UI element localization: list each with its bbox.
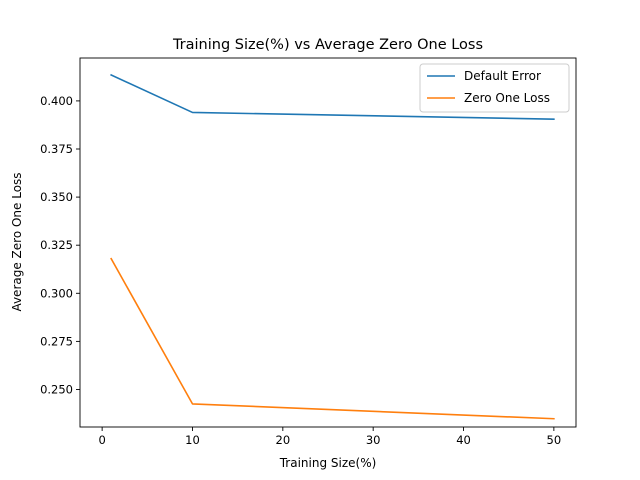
x-axis-label: Training Size(%) — [279, 456, 377, 470]
chart-title: Training Size(%) vs Average Zero One Los… — [172, 37, 483, 53]
legend-label-1: Zero One Loss — [464, 91, 550, 105]
legend-label-0: Default Error — [464, 69, 541, 83]
x-tick-label-0: 0 — [98, 433, 105, 447]
legend: Default Error Zero One Loss — [419, 63, 570, 113]
y-axis-label: Average Zero One Loss — [10, 172, 24, 311]
y-tick-label-2: 0.300 — [40, 286, 73, 300]
series-line-0 — [110, 73, 555, 120]
y-tick-label-6: 0.400 — [40, 94, 73, 108]
y-tick-label-1: 0.275 — [40, 334, 73, 348]
y-tick-label-5: 0.375 — [40, 142, 73, 156]
x-tick-label-3: 30 — [366, 433, 381, 447]
y-tick-label-0: 0.250 — [40, 382, 73, 396]
series-line-1 — [110, 257, 555, 420]
y-tick-label-4: 0.350 — [40, 190, 73, 204]
x-tick-label-2: 20 — [276, 433, 291, 447]
y-tick-label-3: 0.325 — [40, 238, 73, 252]
x-tick-label-4: 40 — [456, 433, 471, 447]
plot-area: 0 10 20 30 40 50 0.250 0.275 0.300 0.325 0.350 0.37… — [40, 57, 577, 447]
axes-frame — [79, 57, 577, 428]
x-tick-label-1: 10 — [185, 433, 200, 447]
x-tick-label-5: 50 — [547, 433, 562, 447]
legend-box — [419, 63, 570, 113]
